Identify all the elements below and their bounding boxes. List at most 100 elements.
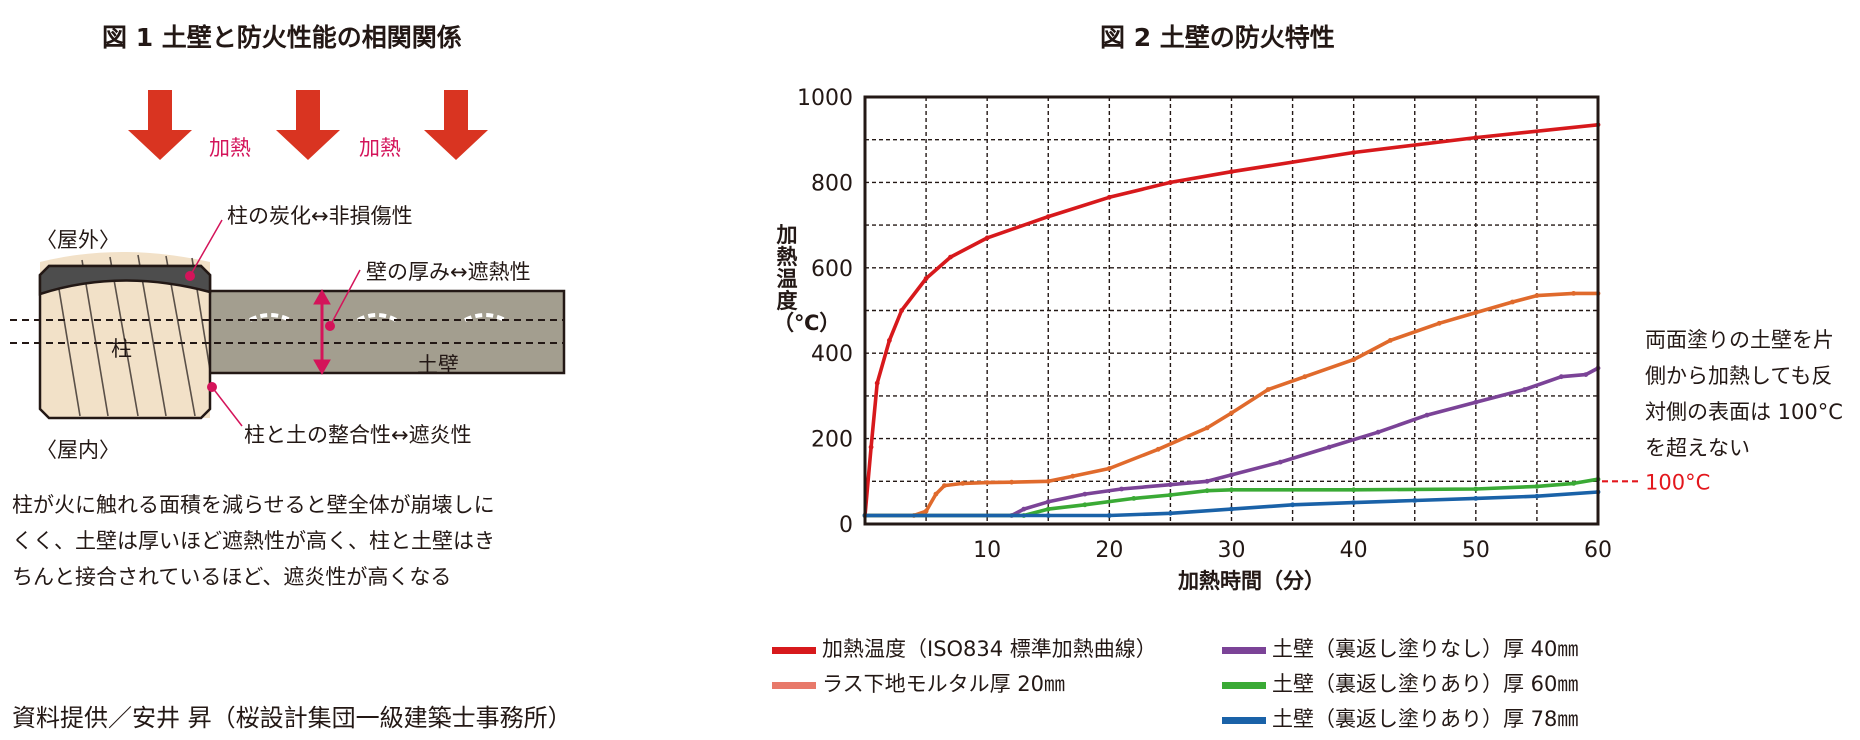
annotation-line: 両面塗りの土壁を片 xyxy=(1645,328,1834,352)
legend: 加熱温度（ISO834 標準加熱曲線） ラス下地モルタル厚 20㎜ 土壁（裏返し… xyxy=(772,633,1772,733)
data-point xyxy=(1204,478,1210,484)
data-point xyxy=(1473,486,1479,492)
note-carbonization: 柱の炭化↔非損傷性 xyxy=(227,204,413,228)
data-point xyxy=(1045,506,1051,512)
legend-swatch xyxy=(1222,646,1266,654)
x-tick-label: 10 xyxy=(973,538,1001,563)
y-tick-label: 200 xyxy=(811,428,853,453)
data-point xyxy=(1045,499,1051,505)
data-point xyxy=(923,276,929,281)
data-point xyxy=(1168,492,1173,498)
data-point xyxy=(1326,444,1332,450)
fig1-description: 柱が火に触れる面積を減らせると壁全体が崩壊しに くく、土壁は厚いほど遮熱性が高く… xyxy=(12,487,495,595)
annotation-line: 対側の表面は 100°C xyxy=(1645,400,1843,424)
heat-arrow-icon xyxy=(276,90,340,160)
wall-label: 土壁 xyxy=(417,353,459,377)
annotation-line: を超えない xyxy=(1645,436,1750,460)
y-tick-label: 0 xyxy=(839,513,853,538)
data-point xyxy=(923,508,929,514)
data-point xyxy=(1021,506,1027,512)
fig2-title: 図 2 土壁の防火特性 xyxy=(1100,23,1335,52)
data-point xyxy=(1534,484,1540,489)
legend-item: 土壁（裏返し塗りなし）厚 40㎜ xyxy=(1222,633,1578,663)
data-point xyxy=(1375,429,1381,435)
data-point xyxy=(1351,150,1357,155)
heat-arrow-icon xyxy=(424,90,488,160)
data-point xyxy=(1082,491,1088,497)
data-point xyxy=(1424,412,1430,418)
data-point xyxy=(948,254,953,260)
charred-layer xyxy=(38,264,212,296)
data-point xyxy=(1302,374,1308,380)
data-point xyxy=(1387,338,1393,343)
data-point xyxy=(887,338,892,343)
indoor-label: 〈屋内〉 xyxy=(36,438,120,462)
data-point xyxy=(1070,473,1076,479)
note-fit: 柱と土の整合性↔遮炎性 xyxy=(244,423,472,447)
data-point xyxy=(1522,387,1528,392)
data-point xyxy=(1168,510,1173,516)
data-point xyxy=(1168,180,1173,185)
data-point xyxy=(1229,487,1234,493)
outdoor-label: 〈屋外〉 xyxy=(36,228,120,252)
fig1-title: 図 1 土壁と防火性能の相関関係 xyxy=(102,23,462,52)
y-tick-label: 1000 xyxy=(797,86,853,111)
data-point xyxy=(1278,459,1283,465)
series-line-2 xyxy=(863,366,1600,518)
data-point xyxy=(1571,481,1576,486)
credit-text: 資料提供／安井 昇（桜設計集団一級建築士事務所） xyxy=(12,704,572,732)
x-tick-label: 40 xyxy=(1340,538,1368,563)
legend-item: ラス下地モルタル厚 20㎜ xyxy=(772,668,1065,698)
data-point xyxy=(1510,299,1515,305)
y-tick-label: 800 xyxy=(811,171,853,196)
data-point xyxy=(1229,169,1234,175)
data-point xyxy=(1473,310,1479,315)
legend-item: 加熱温度（ISO834 標準加熱曲線） xyxy=(772,633,1157,663)
heat-label: 加熱 xyxy=(359,136,401,160)
data-point xyxy=(1155,446,1161,452)
data-point xyxy=(1473,399,1479,405)
data-point xyxy=(1168,482,1173,488)
data-point xyxy=(984,480,990,485)
legend-swatch xyxy=(1222,681,1266,689)
legend-item: 土壁（裏返し塗りあり）厚 60㎜ xyxy=(1222,668,1578,698)
data-point xyxy=(933,491,939,497)
data-point xyxy=(1558,374,1564,380)
note-thickness: 壁の厚み↔遮熱性 xyxy=(366,260,531,284)
x-tick-label: 20 xyxy=(1095,538,1123,563)
x-tick-label: 30 xyxy=(1218,538,1246,563)
plot-frame xyxy=(863,95,1600,526)
wall-crack xyxy=(464,313,506,322)
data-point xyxy=(1009,479,1014,485)
data-point xyxy=(1351,500,1357,505)
description-line: ちんと接合されているほど、遮炎性が高くなる xyxy=(12,565,452,589)
data-point xyxy=(1045,478,1051,484)
data-point xyxy=(1204,488,1210,494)
data-point xyxy=(1351,357,1357,362)
data-point xyxy=(1265,387,1271,392)
data-point xyxy=(1412,498,1418,503)
data-point xyxy=(1106,194,1112,200)
data-point xyxy=(1534,293,1540,298)
data-point xyxy=(1436,320,1442,326)
data-point xyxy=(1229,506,1234,512)
data-point xyxy=(1229,410,1234,416)
data-point xyxy=(942,483,947,488)
data-point xyxy=(1583,372,1589,377)
data-point xyxy=(874,380,880,386)
y-tick-label: 400 xyxy=(811,342,853,367)
data-point xyxy=(1045,214,1051,220)
data-point xyxy=(1534,493,1540,499)
data-point xyxy=(1473,135,1479,141)
x-tick-label: 60 xyxy=(1584,538,1612,563)
heat-arrow-icon xyxy=(128,90,192,160)
fig1-diagram xyxy=(10,90,566,427)
pillar-label: 柱 xyxy=(111,337,132,361)
data-point xyxy=(1571,291,1576,296)
data-point xyxy=(1290,502,1295,508)
data-point xyxy=(1106,466,1112,471)
description-line: 柱が火に触れる面積を減らせると壁全体が崩壊しに xyxy=(12,493,495,517)
annotation-line: 側から加熱しても反 xyxy=(1645,364,1833,388)
data-point xyxy=(960,481,966,486)
